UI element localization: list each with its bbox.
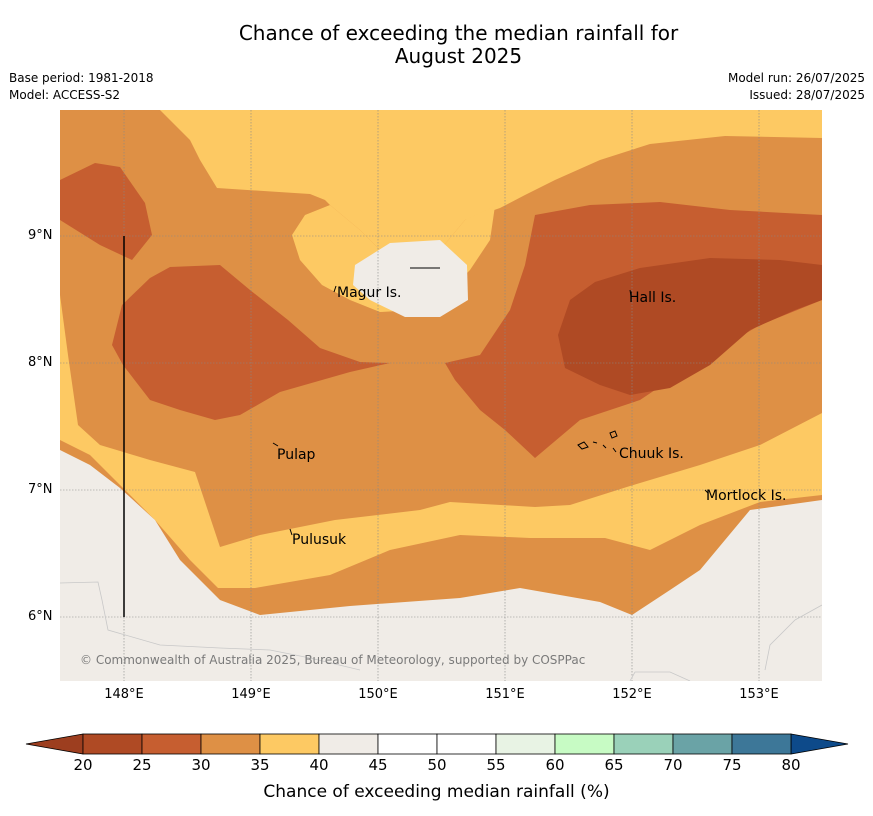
place-magur: Magur Is. [337,285,402,301]
colorbar-tick-label: 40 [309,756,329,774]
place-mortlock: Mortlock Is. [706,488,787,504]
colorbar-segment [731,733,792,755]
colorbar-segment [613,733,674,755]
base-period-info: Base period: 1981-2018 Model: ACCESS-S2 [9,70,154,104]
colorbar-over-arrow [790,733,849,755]
lon-label-153e: 153°E [739,687,779,702]
colorbar-segment [672,733,733,755]
pulusuk-island-shape [289,528,293,536]
colorbar-tick-label: 45 [368,756,388,774]
colorbar-segment [82,733,143,755]
mortlock-island-shape [704,489,709,494]
magur-island-shape [333,285,337,293]
title-line-1: Chance of exceeding the median rainfall … [238,21,679,45]
boundary-west [60,581,361,671]
colorbar-tick-label: 60 [545,756,565,774]
hall-island-shape [629,289,632,297]
lon-label-152e: 152°E [612,687,652,702]
island-markers [272,267,709,536]
place-pulusuk: Pulusuk [292,532,347,548]
copyright-credit: © Commonwealth of Australia 2025, Bureau… [80,653,586,667]
colorbar-tick-label: 50 [427,756,447,774]
colorbar-segment [495,733,556,755]
colorbar-tick-label: 80 [781,756,801,774]
pulap-island-shape [272,442,279,447]
colorbar-segment [200,733,261,755]
model-name: Model: ACCESS-S2 [9,88,121,102]
zone-35-40-south [60,295,822,588]
place-chuuk: Chuuk Is. [619,446,684,462]
colorbar-under-arrow [25,733,84,755]
lon-label-150e: 150°E [358,687,398,702]
rainfall-map[interactable] [60,110,822,681]
colorbar-tick-label: 65 [604,756,624,774]
colorbar-tick-label: 20 [73,756,93,774]
colorbar-tick-label: 55 [486,756,506,774]
boundary-lines [60,581,822,681]
zone-40-45-magur [353,240,468,317]
base-period: Base period: 1981-2018 [9,71,154,85]
colorbar-tick-label: 30 [191,756,211,774]
run-info: Model run: 26/07/2025 Issued: 28/07/2025 [728,70,865,104]
lon-label-148e: 148°E [104,687,144,702]
map-title: Chance of exceeding the median rainfall … [0,22,873,68]
colorbar-segment [141,733,202,755]
zone-35-40-north [160,110,822,270]
colorbar-segment [318,733,379,755]
model-run: Model run: 26/07/2025 [727,71,865,85]
place-pulap: Pulap [277,447,316,463]
colorbar-label: Chance of exceeding median rainfall (%) [263,782,610,802]
issued-date: Issued: 28/07/2025 [749,88,865,102]
colorbar [0,730,873,760]
colorbar-segment [259,733,320,755]
colorbar-svg [25,733,849,755]
place-hall: Hall Is. [629,290,677,306]
zone-40-45-south [60,450,822,681]
lat-label-7n: 7°N [28,482,53,497]
lon-label-149e: 149°E [231,687,271,702]
boundary-east [764,604,822,671]
lat-label-8n: 8°N [28,355,53,370]
map-canvas [60,110,822,681]
boundary-south [629,671,691,681]
colorbar-tick-label: 75 [722,756,742,774]
colorbar-tick-label: 35 [250,756,270,774]
colorbar-tick-label: 25 [132,756,152,774]
title-line-2: August 2025 [394,44,523,68]
lon-label-151e: 151°E [485,687,525,702]
zone-20-25-hall [558,258,822,395]
lat-label-6n: 6°N [28,609,53,624]
colorbar-segment [377,733,438,755]
chuuk-lagoon-shape [577,430,618,453]
colorbar-segment [436,733,497,755]
colorbar-tick-label: 70 [663,756,683,774]
lat-label-9n: 9°N [28,228,53,243]
colorbar-segment [554,733,615,755]
